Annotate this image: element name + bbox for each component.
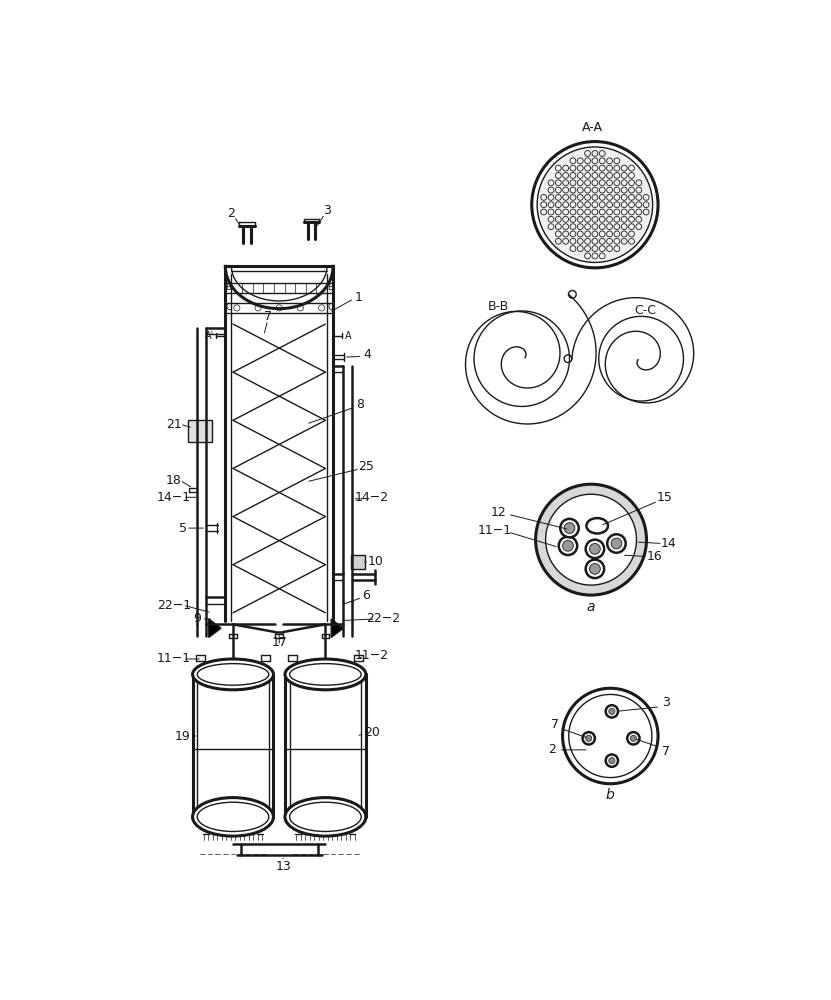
Text: C: C bbox=[327, 303, 333, 312]
Circle shape bbox=[563, 540, 573, 551]
Text: 4: 4 bbox=[364, 348, 371, 361]
Bar bbox=[188, 420, 212, 442]
Ellipse shape bbox=[193, 798, 273, 836]
Text: 9: 9 bbox=[193, 612, 201, 625]
Circle shape bbox=[568, 694, 652, 778]
Circle shape bbox=[609, 708, 615, 714]
Text: 12: 12 bbox=[491, 506, 507, 519]
Circle shape bbox=[609, 758, 615, 764]
Ellipse shape bbox=[285, 659, 366, 690]
Polygon shape bbox=[332, 619, 343, 637]
Text: A: A bbox=[345, 331, 352, 341]
Text: 3: 3 bbox=[323, 204, 331, 217]
Circle shape bbox=[586, 540, 604, 558]
Text: C: C bbox=[225, 303, 231, 312]
Bar bbox=[351, 555, 365, 569]
Text: 3: 3 bbox=[661, 696, 670, 709]
Circle shape bbox=[611, 538, 622, 549]
Circle shape bbox=[546, 494, 637, 585]
Circle shape bbox=[606, 705, 618, 718]
Text: 7: 7 bbox=[551, 718, 559, 731]
Text: a: a bbox=[587, 600, 595, 614]
Polygon shape bbox=[209, 619, 221, 637]
Text: 2: 2 bbox=[548, 743, 557, 756]
Ellipse shape bbox=[285, 798, 366, 836]
Text: b: b bbox=[606, 788, 615, 802]
Circle shape bbox=[474, 311, 569, 406]
Text: 8: 8 bbox=[356, 398, 364, 411]
Text: 14: 14 bbox=[660, 537, 676, 550]
Ellipse shape bbox=[289, 802, 361, 831]
Circle shape bbox=[607, 534, 626, 553]
Text: 18: 18 bbox=[165, 474, 182, 487]
Circle shape bbox=[536, 484, 647, 595]
Text: 11−2: 11−2 bbox=[355, 649, 389, 662]
Text: 6: 6 bbox=[362, 589, 370, 602]
Circle shape bbox=[537, 147, 652, 262]
Text: 14−1: 14−1 bbox=[157, 491, 191, 504]
Circle shape bbox=[560, 519, 578, 537]
Ellipse shape bbox=[289, 664, 361, 685]
Text: 17: 17 bbox=[271, 636, 288, 649]
Text: A-A: A-A bbox=[582, 121, 603, 134]
Text: 15: 15 bbox=[656, 491, 672, 504]
Circle shape bbox=[589, 544, 600, 554]
Text: 25: 25 bbox=[358, 460, 374, 473]
Circle shape bbox=[558, 537, 578, 555]
Text: 19: 19 bbox=[175, 730, 191, 742]
Ellipse shape bbox=[587, 518, 608, 533]
Text: 11−1: 11−1 bbox=[157, 652, 191, 666]
Text: 22−2: 22−2 bbox=[366, 612, 401, 625]
Circle shape bbox=[563, 688, 658, 784]
Ellipse shape bbox=[197, 802, 268, 831]
Circle shape bbox=[599, 316, 683, 401]
Text: 10: 10 bbox=[367, 555, 383, 568]
Ellipse shape bbox=[193, 659, 273, 690]
Text: 16: 16 bbox=[647, 550, 662, 563]
Text: 5: 5 bbox=[179, 522, 187, 535]
Text: 7: 7 bbox=[661, 745, 670, 758]
Text: 2: 2 bbox=[228, 207, 235, 220]
Circle shape bbox=[631, 735, 637, 741]
Circle shape bbox=[583, 732, 595, 744]
Text: C-C: C-C bbox=[634, 304, 656, 317]
Text: 14−2: 14−2 bbox=[355, 491, 389, 504]
Circle shape bbox=[586, 560, 604, 578]
Circle shape bbox=[589, 564, 600, 574]
Text: 22−1: 22−1 bbox=[157, 599, 191, 612]
Text: 20: 20 bbox=[364, 726, 380, 739]
Text: 1: 1 bbox=[355, 291, 362, 304]
Text: B-B: B-B bbox=[488, 300, 509, 313]
Text: 21: 21 bbox=[166, 418, 182, 431]
Circle shape bbox=[532, 142, 658, 268]
Text: B: B bbox=[327, 283, 333, 292]
Ellipse shape bbox=[197, 664, 268, 685]
Circle shape bbox=[627, 732, 640, 744]
Circle shape bbox=[564, 523, 575, 533]
Circle shape bbox=[606, 754, 618, 767]
Circle shape bbox=[586, 735, 592, 741]
Text: B: B bbox=[225, 283, 231, 292]
Text: 11−1: 11−1 bbox=[478, 524, 512, 537]
Text: 7: 7 bbox=[263, 310, 272, 323]
Text: A': A' bbox=[205, 331, 214, 341]
Text: 13: 13 bbox=[275, 860, 291, 873]
